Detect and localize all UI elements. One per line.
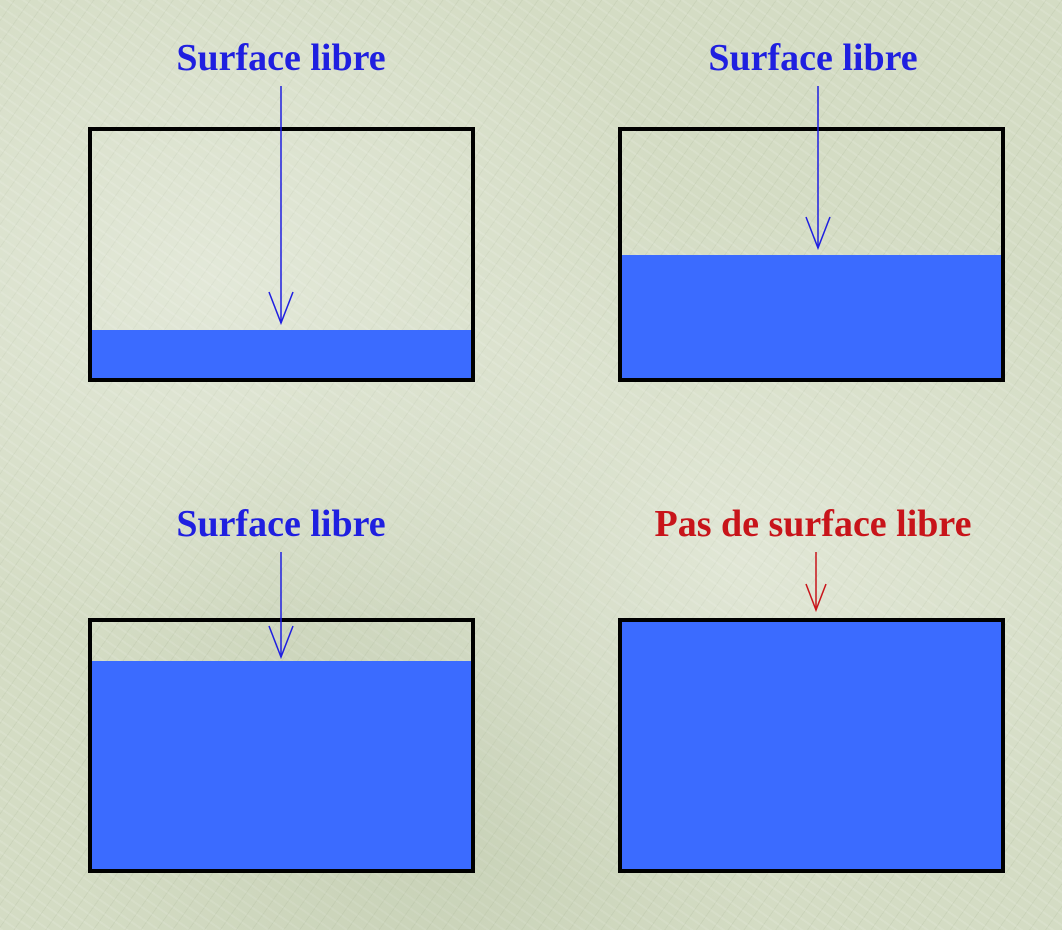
panel-4-water <box>620 620 1003 870</box>
panel-2-arrow-icon <box>805 86 831 251</box>
panel-mostly-filled: Surface libre <box>88 503 475 873</box>
panel-3-label: Surface libre <box>176 503 385 545</box>
panel-fully-filled: Pas de surface libre <box>618 503 1005 873</box>
panel-2-label: Surface libre <box>708 37 917 79</box>
panel-4-container <box>618 618 1005 873</box>
panel-half-filled: Surface libre <box>618 37 1005 382</box>
panel-1-arrow-icon <box>268 86 294 326</box>
panel-4-arrow-icon <box>805 552 827 613</box>
panel-3-arrow-icon <box>268 552 294 660</box>
panel-2-water <box>620 255 1003 379</box>
panel-3-water <box>90 661 473 870</box>
panel-1-water <box>90 330 473 379</box>
panel-4-label: Pas de surface libre <box>655 503 972 545</box>
panel-1-label: Surface libre <box>176 37 385 79</box>
panel-2-container <box>618 127 1005 382</box>
panel-partially-filled-low: Surface libre <box>88 37 475 382</box>
